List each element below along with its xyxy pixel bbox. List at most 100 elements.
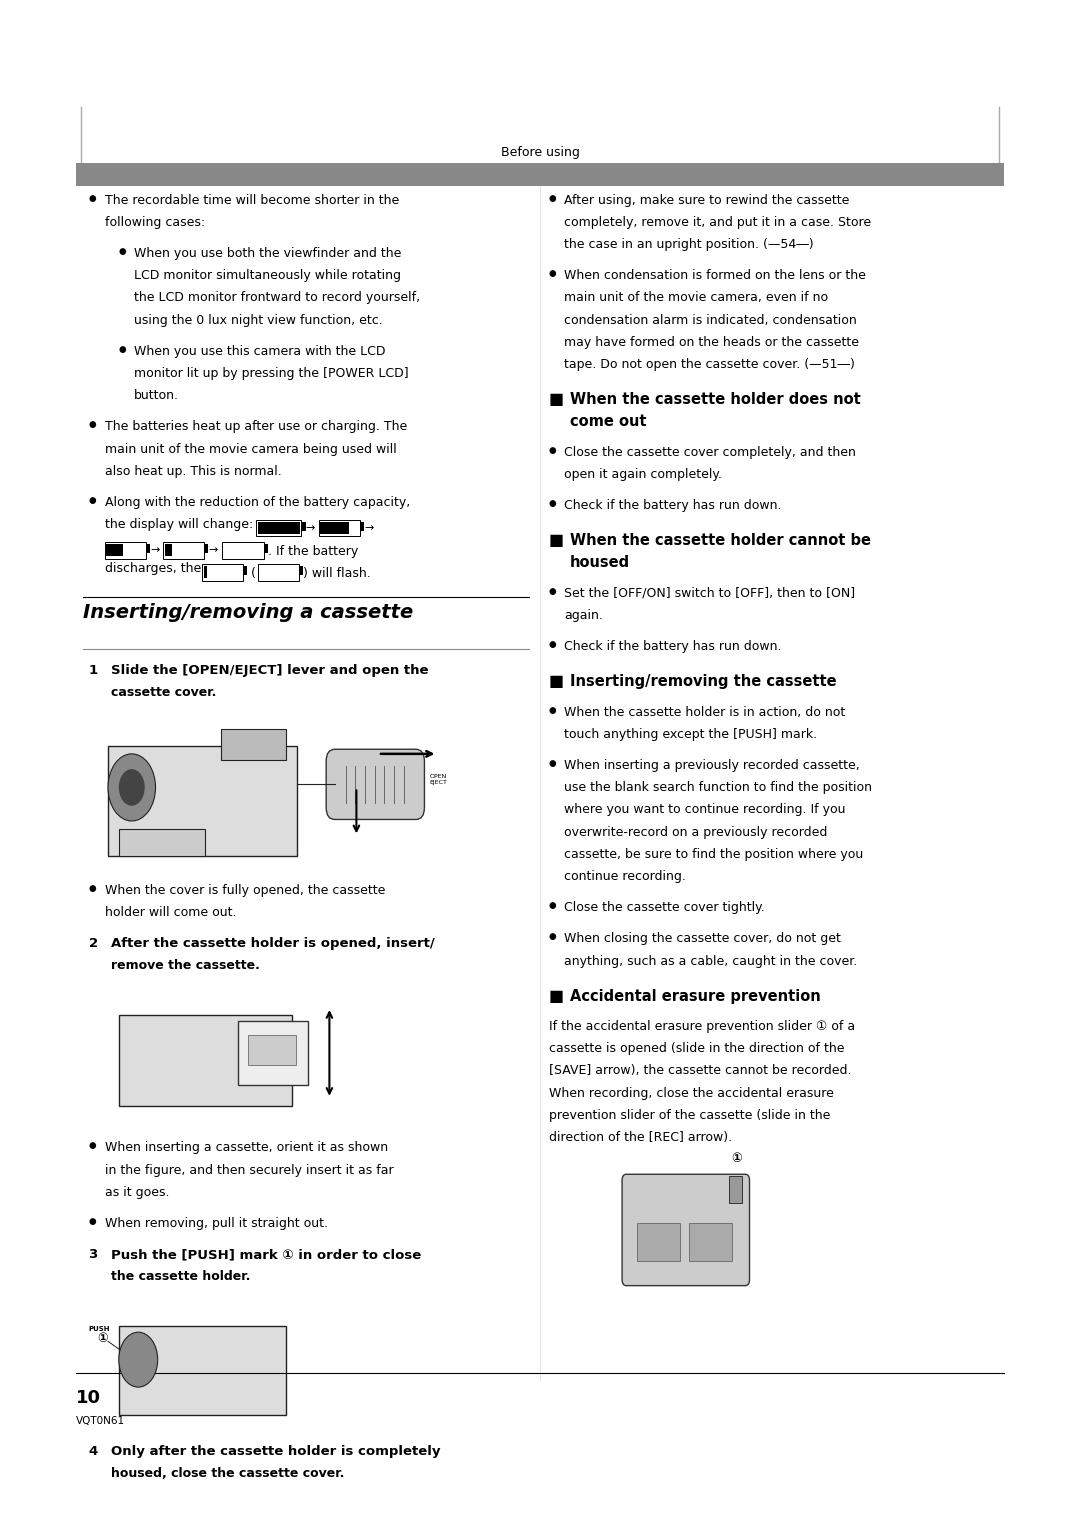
Text: ●: ● <box>549 932 556 942</box>
Text: When removing, pull it straight out.: When removing, pull it straight out. <box>105 1216 327 1230</box>
Text: When recording, close the accidental erasure: When recording, close the accidental era… <box>549 1087 834 1100</box>
Text: open it again completely.: open it again completely. <box>564 467 721 481</box>
Text: Along with the reduction of the battery capacity,: Along with the reduction of the battery … <box>105 496 410 510</box>
Circle shape <box>108 754 156 821</box>
Text: PUSH: PUSH <box>89 1326 110 1332</box>
Text: the display will change:: the display will change: <box>105 517 257 531</box>
Text: continue recording.: continue recording. <box>564 870 686 884</box>
Text: ■: ■ <box>549 989 564 1004</box>
Text: ●: ● <box>549 499 556 508</box>
Text: When the cassette holder cannot be: When the cassette holder cannot be <box>570 533 872 548</box>
Text: ●: ● <box>549 758 556 768</box>
Text: ■: ■ <box>549 674 564 690</box>
Text: ●: ● <box>89 1216 96 1225</box>
Text: also heat up. This is normal.: also heat up. This is normal. <box>105 464 282 478</box>
Text: come out: come out <box>570 414 647 429</box>
Text: in the figure, and then securely insert it as far: in the figure, and then securely insert … <box>105 1163 393 1177</box>
Text: ■: ■ <box>549 533 564 548</box>
Text: Set the [OFF/ON] switch to [OFF], then to [ON]: Set the [OFF/ON] switch to [OFF], then t… <box>564 586 855 600</box>
Text: When you use this camera with the LCD: When you use this camera with the LCD <box>134 345 386 359</box>
Bar <box>256 519 301 536</box>
Text: Check if the battery has run down.: Check if the battery has run down. <box>564 639 781 653</box>
Text: Inserting/removing the cassette: Inserting/removing the cassette <box>570 674 837 690</box>
Bar <box>248 1035 296 1065</box>
FancyBboxPatch shape <box>622 1173 750 1285</box>
Bar <box>202 563 243 580</box>
Text: ●: ● <box>549 586 556 595</box>
Text: may have formed on the heads or the cassette: may have formed on the heads or the cass… <box>564 336 859 349</box>
Text: 10: 10 <box>76 1389 100 1407</box>
Text: using the 0 lux night view function, etc.: using the 0 lux night view function, etc… <box>134 313 382 327</box>
Text: condensation alarm is indicated, condensation: condensation alarm is indicated, condens… <box>564 313 856 327</box>
Bar <box>119 1015 292 1106</box>
Text: →: → <box>364 522 374 533</box>
Bar <box>689 1222 732 1260</box>
Text: touch anything except the [PUSH] mark.: touch anything except the [PUSH] mark. <box>564 728 816 742</box>
Text: overwrite-record on a previously recorded: overwrite-record on a previously recorde… <box>564 826 827 839</box>
Text: monitor lit up by pressing the [POWER LCD]: monitor lit up by pressing the [POWER LC… <box>134 366 408 380</box>
Text: ●: ● <box>549 900 556 909</box>
Bar <box>319 519 360 536</box>
Text: →: → <box>208 545 218 555</box>
Bar <box>119 829 205 856</box>
Text: When condensation is formed on the lens or the: When condensation is formed on the lens … <box>564 269 866 282</box>
Text: [SAVE] arrow), the cassette cannot be recorded.: [SAVE] arrow), the cassette cannot be re… <box>549 1064 851 1077</box>
Circle shape <box>119 769 145 806</box>
Text: the cassette holder.: the cassette holder. <box>111 1270 251 1283</box>
Text: Close the cassette cover completely, and then: Close the cassette cover completely, and… <box>564 446 855 459</box>
Text: Push the [PUSH] mark ① in order to close: Push the [PUSH] mark ① in order to close <box>111 1248 421 1262</box>
Text: main unit of the movie camera being used will: main unit of the movie camera being used… <box>105 443 396 456</box>
Text: ①: ① <box>731 1152 742 1164</box>
Text: ●: ● <box>549 269 556 278</box>
Text: following cases:: following cases: <box>105 215 205 229</box>
Text: again.: again. <box>564 609 603 623</box>
Text: VQT0N61: VQT0N61 <box>76 1416 124 1427</box>
Text: ●: ● <box>549 705 556 714</box>
Text: direction of the [REC] arrow).: direction of the [REC] arrow). <box>549 1131 732 1144</box>
Text: completely, remove it, and put it in a case. Store: completely, remove it, and put it in a c… <box>564 215 870 229</box>
Text: use the blank search function to find the position: use the blank search function to find th… <box>564 781 872 795</box>
Text: housed: housed <box>570 555 631 571</box>
Text: where you want to continue recording. If you: where you want to continue recording. If… <box>564 803 846 816</box>
Bar <box>258 563 299 580</box>
Text: Check if the battery has run down.: Check if the battery has run down. <box>564 499 781 513</box>
Text: ●: ● <box>549 194 556 203</box>
Text: cassette is opened (slide in the direction of the: cassette is opened (slide in the directi… <box>549 1042 845 1056</box>
Text: main unit of the movie camera, even if no: main unit of the movie camera, even if n… <box>564 291 828 305</box>
Text: 4: 4 <box>89 1445 98 1459</box>
Bar <box>146 545 150 552</box>
Text: Inserting/removing a cassette: Inserting/removing a cassette <box>83 603 414 621</box>
FancyBboxPatch shape <box>326 749 424 819</box>
Text: Slide the [OPEN/EJECT] lever and open the: Slide the [OPEN/EJECT] lever and open th… <box>111 664 429 678</box>
Text: Close the cassette cover tightly.: Close the cassette cover tightly. <box>564 900 765 914</box>
Bar <box>119 1326 286 1415</box>
Bar <box>108 746 297 856</box>
Text: remove the cassette.: remove the cassette. <box>111 958 260 972</box>
Text: ●: ● <box>89 420 96 429</box>
Text: The batteries heat up after use or charging. The: The batteries heat up after use or charg… <box>105 420 407 433</box>
Circle shape <box>119 1332 158 1387</box>
Bar <box>164 543 173 555</box>
Text: If the accidental erasure prevention slider ① of a: If the accidental erasure prevention sli… <box>549 1019 854 1033</box>
Text: 2: 2 <box>89 937 97 951</box>
Bar <box>222 542 264 559</box>
Text: Accidental erasure prevention: Accidental erasure prevention <box>570 989 821 1004</box>
Text: →: → <box>150 545 160 555</box>
Text: ■: ■ <box>549 392 564 407</box>
Text: housed, close the cassette cover.: housed, close the cassette cover. <box>111 1466 345 1480</box>
Text: When the cassette holder is in action, do not: When the cassette holder is in action, d… <box>564 705 845 719</box>
Bar <box>360 522 364 531</box>
Text: as it goes.: as it goes. <box>105 1186 170 1199</box>
Text: ●: ● <box>119 247 126 256</box>
Text: When the cassette holder does not: When the cassette holder does not <box>570 392 861 407</box>
Text: discharges, then: discharges, then <box>105 562 213 575</box>
Text: ) will flash.: ) will flash. <box>303 566 372 580</box>
Bar <box>204 566 207 578</box>
Bar <box>729 1175 742 1202</box>
Text: the LCD monitor frontward to record yourself,: the LCD monitor frontward to record your… <box>134 291 420 305</box>
Text: Before using: Before using <box>500 145 580 159</box>
Bar <box>264 545 268 552</box>
Text: After using, make sure to rewind the cassette: After using, make sure to rewind the cas… <box>564 194 849 208</box>
Text: LCD monitor simultaneously while rotating: LCD monitor simultaneously while rotatin… <box>134 269 401 282</box>
Text: 3: 3 <box>89 1248 98 1262</box>
